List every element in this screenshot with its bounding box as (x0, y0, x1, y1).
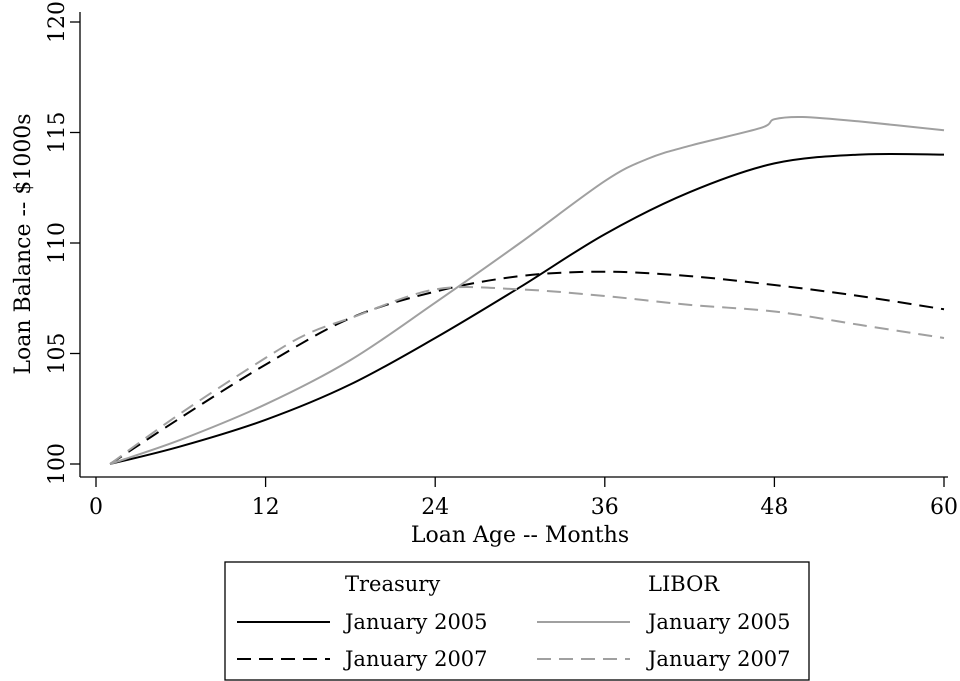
series-line-0 (109, 152, 945, 465)
series-line-3 (109, 286, 945, 465)
legend-heading-libor: LIBOR (648, 572, 720, 596)
series-line-2 (109, 115, 945, 465)
x-axis-label: Loan Age -- Months (411, 523, 629, 548)
legend: Treasury LIBOR January 2005 January 2005… (224, 561, 810, 681)
legend-label-treasury-2005: January 2005 (343, 610, 488, 634)
legend-label-treasury-2007: January 2007 (343, 647, 488, 671)
x-tick-label: 36 (591, 495, 619, 520)
x-tick-label: 48 (760, 495, 788, 520)
y-tick-label: 115 (45, 112, 70, 154)
axes (79, 12, 948, 478)
y-tick-label: 105 (45, 333, 70, 375)
y-axis-label: Loan Balance -- $1000s (11, 113, 36, 374)
x-tick-label: 24 (421, 495, 449, 520)
x-tick-label: 60 (930, 495, 958, 520)
y-tick-label: 120 (45, 1, 70, 43)
tick-marks (70, 21, 945, 487)
y-tick-label: 110 (45, 222, 70, 264)
legend-label-libor-2005: January 2005 (646, 610, 791, 634)
series-group (109, 115, 945, 465)
tick-labels: 0 12 24 36 48 60 100 105 110 115 120 (45, 1, 958, 520)
series-line-1 (109, 270, 945, 465)
x-tick-label: 0 (89, 495, 103, 520)
x-tick-label: 12 (252, 495, 280, 520)
y-tick-label: 100 (45, 443, 70, 485)
legend-label-libor-2007: January 2007 (646, 647, 791, 671)
legend-heading-treasury: Treasury (345, 572, 440, 596)
